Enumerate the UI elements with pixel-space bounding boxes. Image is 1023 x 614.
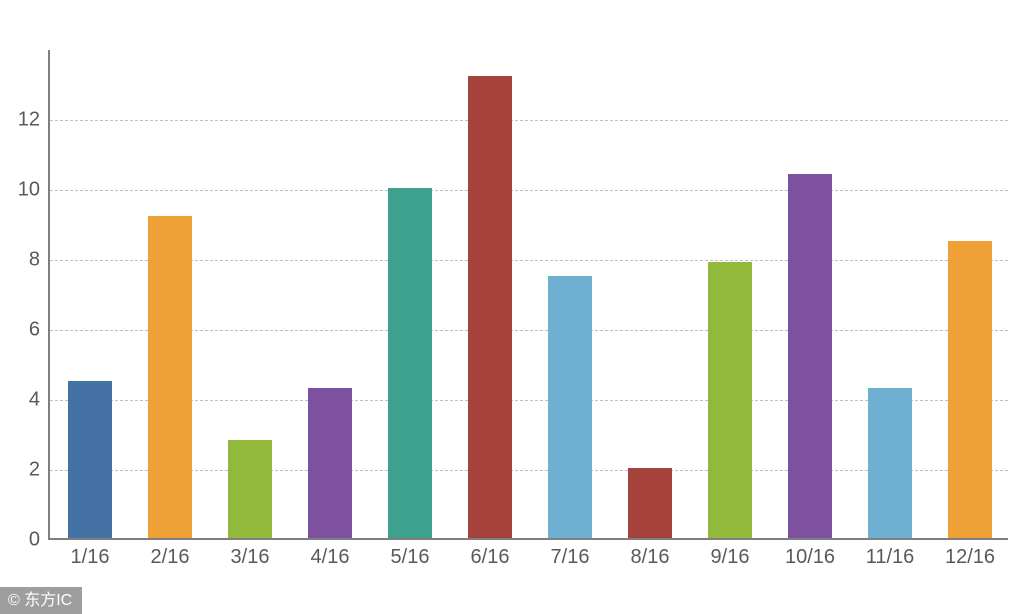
- bar: [708, 262, 753, 539]
- x-tick-label: 6/16: [471, 538, 510, 569]
- x-tick-label: 9/16: [711, 538, 750, 569]
- x-tick-label: 4/16: [311, 538, 350, 569]
- bar: [868, 388, 913, 539]
- bar: [548, 276, 593, 539]
- gridline: [50, 190, 1008, 191]
- gridline: [50, 330, 1008, 331]
- x-tick-label: 3/16: [231, 538, 270, 569]
- x-tick-label: 12/16: [945, 538, 995, 569]
- y-tick-label: 12: [18, 109, 50, 132]
- y-tick-label: 8: [29, 249, 50, 272]
- x-tick-label: 11/16: [866, 538, 915, 569]
- x-tick-label: 5/16: [391, 538, 430, 569]
- gridline: [50, 470, 1008, 471]
- bar: [148, 216, 193, 538]
- gridline: [50, 260, 1008, 261]
- bar: [468, 76, 513, 538]
- watermark-text: © 东方IC: [8, 592, 72, 609]
- x-tick-label: 2/16: [151, 538, 190, 569]
- plot-area: 0246810121/162/163/164/165/166/167/168/1…: [48, 50, 1008, 540]
- bar: [628, 468, 673, 538]
- bar: [388, 188, 433, 538]
- bar: [68, 381, 113, 539]
- bar: [788, 174, 833, 538]
- x-tick-label: 10/16: [785, 538, 835, 569]
- y-tick-label: 6: [29, 319, 50, 342]
- y-tick-label: 4: [29, 389, 50, 412]
- y-tick-label: 2: [29, 459, 50, 482]
- y-tick-label: 0: [29, 529, 50, 552]
- y-tick-label: 10: [18, 179, 50, 202]
- bar: [228, 440, 273, 538]
- watermark-badge: © 东方IC: [0, 587, 82, 614]
- gridline: [50, 400, 1008, 401]
- gridline: [50, 120, 1008, 121]
- x-tick-label: 8/16: [631, 538, 670, 569]
- bar: [948, 241, 993, 539]
- x-tick-label: 7/16: [551, 538, 590, 569]
- x-tick-label: 1/16: [71, 538, 110, 569]
- bar: [308, 388, 353, 539]
